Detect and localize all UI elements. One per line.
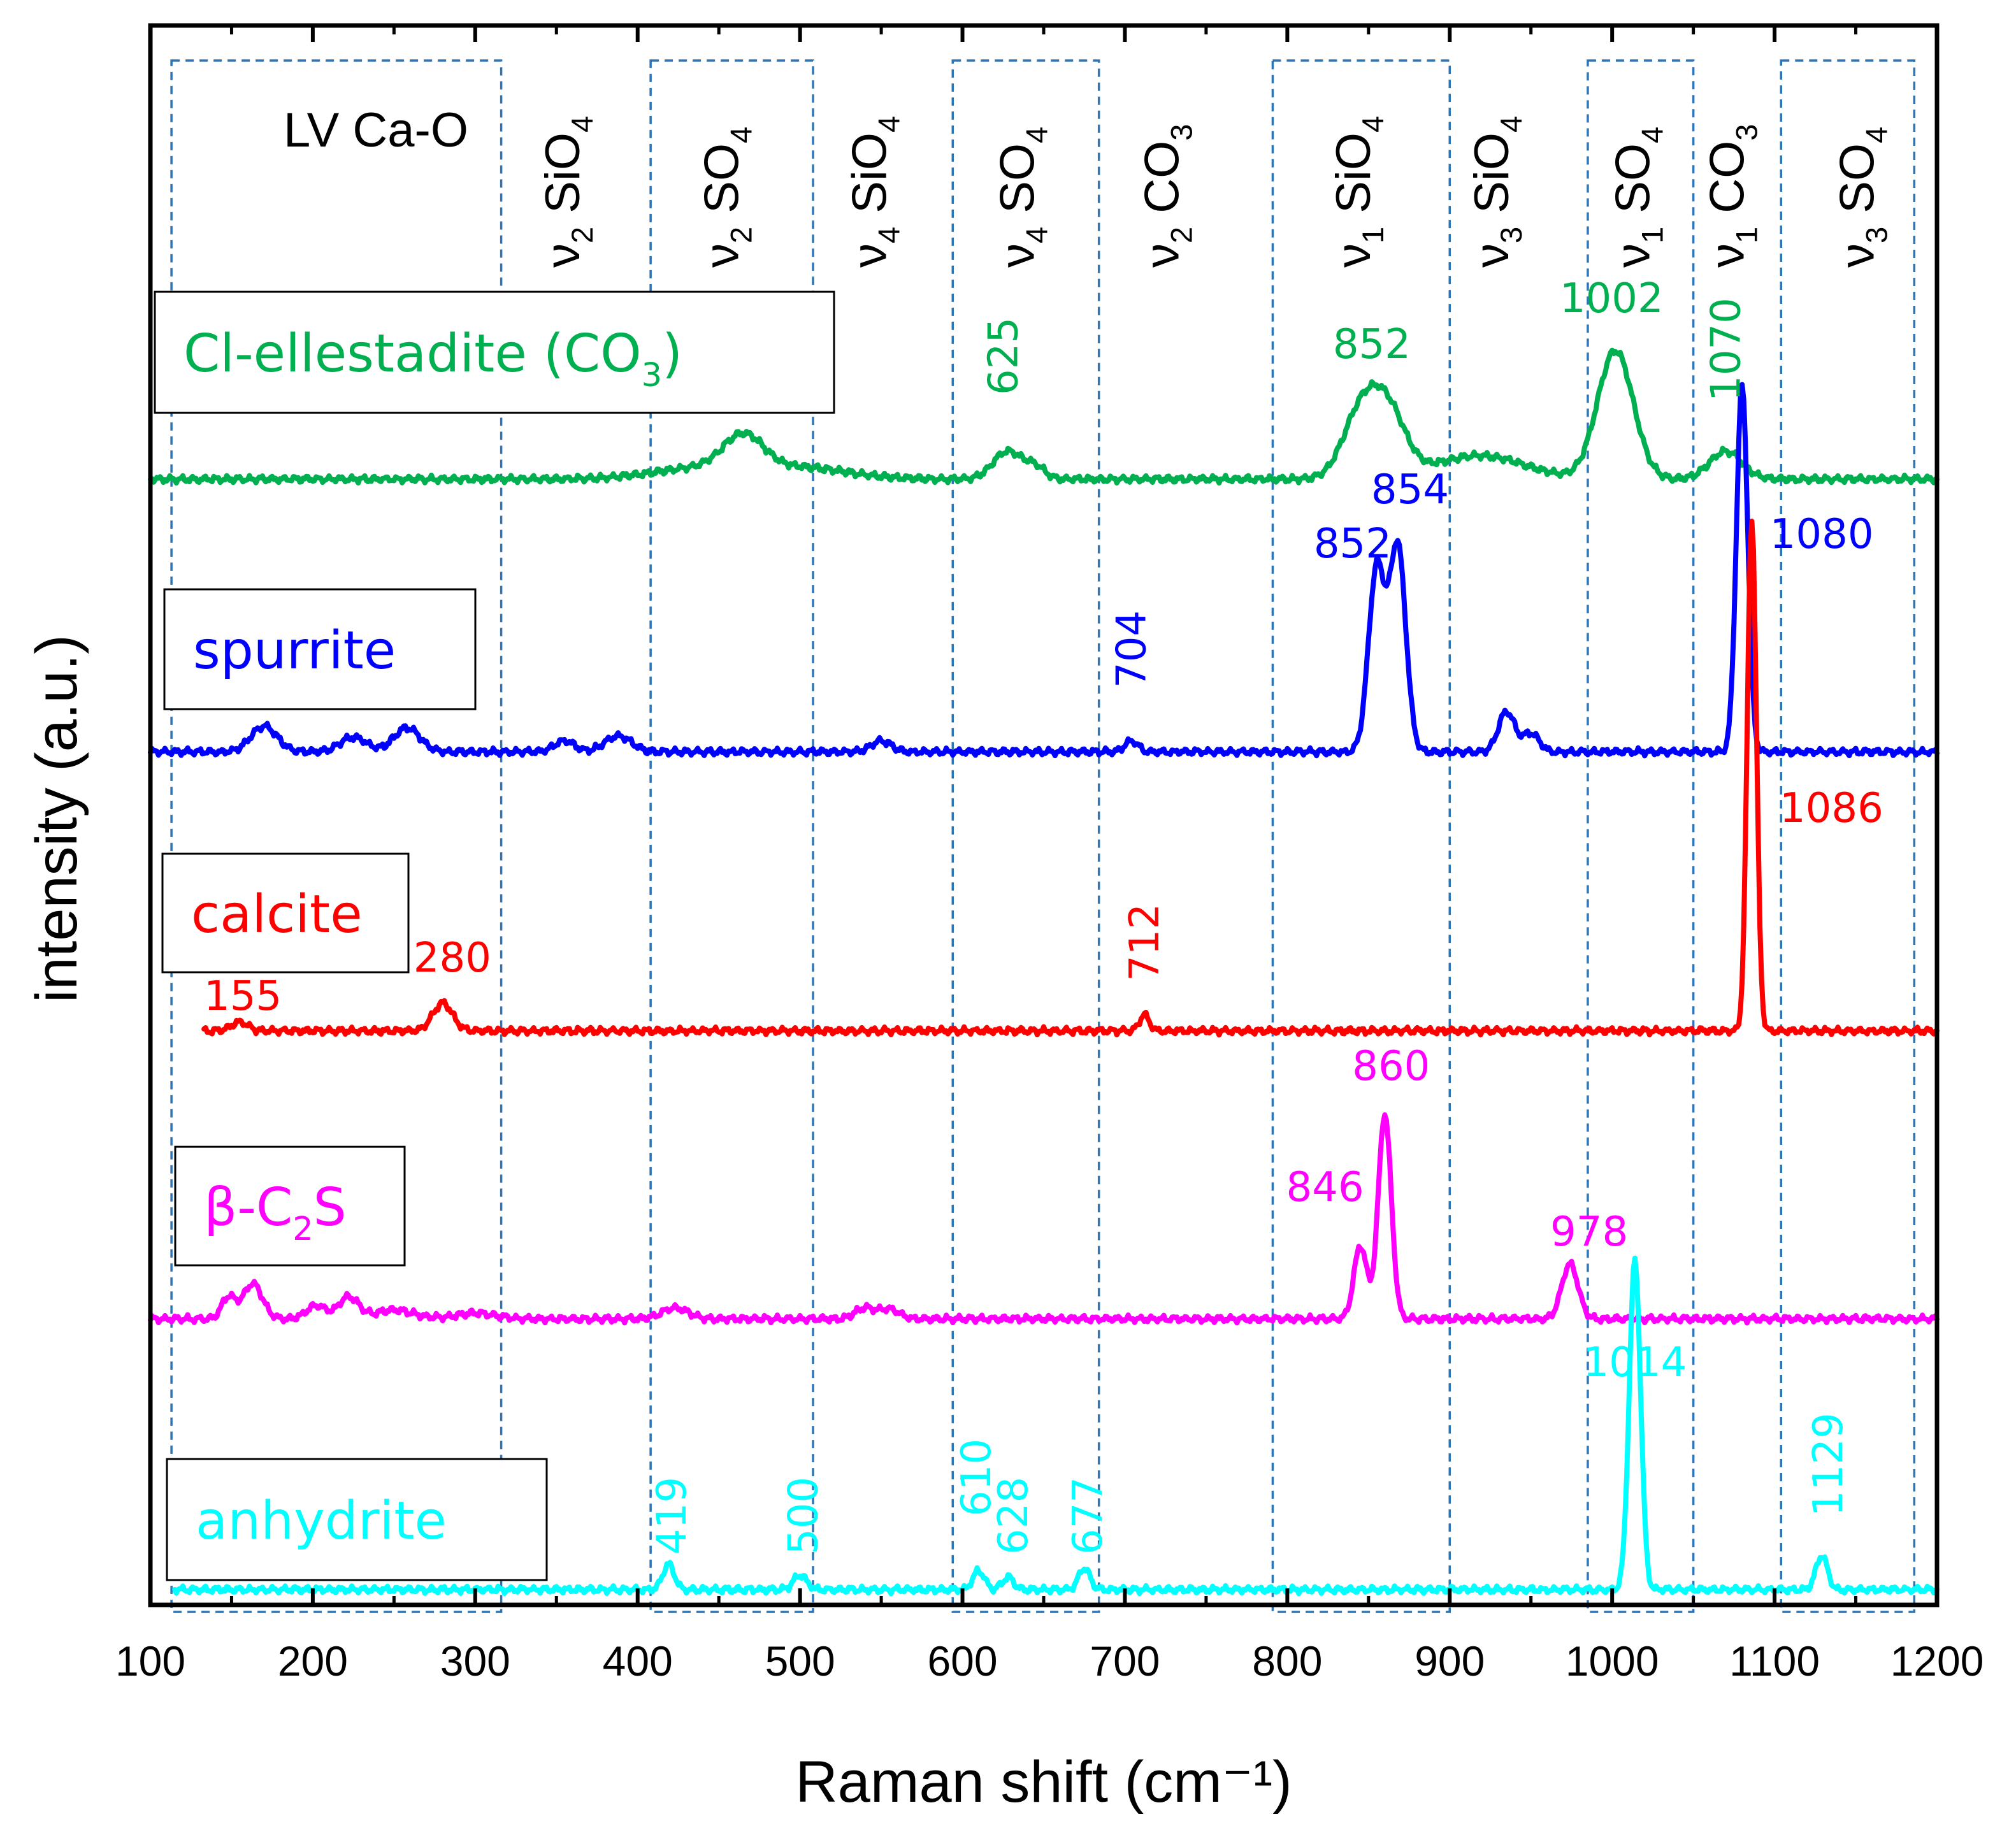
band-label-7: ν1 SO4 [1606, 127, 1669, 268]
series-line-4 [172, 1255, 1940, 1597]
peak-label-2-1086: 1086 [1780, 785, 1883, 832]
peak-label-4-1129: 1129 [1805, 1412, 1852, 1516]
band-label-1: ν2 SO4 [695, 127, 758, 268]
x-tick-label: 600 [927, 1637, 997, 1685]
peak-label-4-628: 628 [990, 1477, 1037, 1555]
peak-label-2-155: 155 [204, 973, 282, 1020]
band-region-5 [1780, 59, 1916, 1613]
legend-box-1 [163, 588, 477, 710]
band-label-6: ν3 SiO4 [1465, 116, 1528, 268]
peak-label-2-712: 712 [1121, 903, 1169, 981]
peak-label-1-852: 852 [1314, 521, 1392, 568]
band-label-0: ν2 SiO4 [536, 116, 599, 268]
legend-label-4: anhydrite [196, 1491, 447, 1551]
x-tick-label: 700 [1090, 1637, 1160, 1685]
peak-label-4-500: 500 [781, 1477, 828, 1555]
x-tick-label: 1200 [1890, 1637, 1984, 1685]
peak-label-1-854: 854 [1371, 466, 1449, 514]
band-region-3 [1271, 59, 1451, 1613]
x-tick-label: 400 [603, 1637, 673, 1685]
band-label-8: ν1 CO3 [1700, 124, 1763, 268]
peak-label-0-1070: 1070 [1703, 298, 1750, 401]
peak-label-3-978: 978 [1550, 1209, 1628, 1256]
x-tick-label: 100 [115, 1637, 185, 1685]
peak-label-3-846: 846 [1286, 1164, 1364, 1211]
legend-boxes: Cl-ellestadite (CO3) spurrite calcite β-C2S… [154, 291, 835, 1581]
peak-label-2-280: 280 [414, 935, 491, 982]
x-axis-label: Raman shift (cm⁻¹) [795, 1750, 1292, 1815]
legend-box-2 [161, 852, 410, 974]
peak-label-3-860: 860 [1352, 1043, 1430, 1090]
legend-box-3 [174, 1146, 406, 1267]
band-label-lv-ca-o: LV Ca-O [284, 103, 468, 157]
peak-label-0-852: 852 [1333, 321, 1411, 368]
x-tick-label: 1100 [1729, 1637, 1820, 1685]
legend-box-4 [166, 1458, 548, 1581]
peak-label-4-1014: 1014 [1583, 1339, 1687, 1386]
peak-label-1-704: 704 [1109, 610, 1156, 688]
spectra [148, 347, 1940, 1597]
band-label-3: ν4 SO4 [991, 127, 1054, 268]
x-tick-label: 1000 [1566, 1637, 1659, 1685]
x-tick-label: 300 [440, 1637, 510, 1685]
band-regions [170, 59, 1916, 1613]
peak-label-4-419: 419 [649, 1477, 696, 1555]
band-region-4 [1587, 59, 1695, 1613]
legend-label-3: β-C2S [204, 1177, 347, 1248]
legend-box-0 [154, 291, 835, 414]
peak-labels: 625 852 1002 1070 704 852 854 1080 155 280 712 1086… [204, 275, 1883, 1555]
band-label-9: ν3 SO4 [1830, 127, 1893, 268]
band-label-5: ν1 SiO4 [1327, 116, 1390, 268]
band-region-2 [951, 59, 1100, 1613]
legend-label-1: spurrite [193, 621, 396, 681]
legend-label-2: calcite [191, 884, 363, 945]
x-tick-label: 800 [1252, 1637, 1322, 1685]
band-label-4: ν2 CO3 [1135, 124, 1198, 268]
peak-label-1-1080: 1080 [1770, 511, 1874, 558]
peak-label-4-677: 677 [1065, 1477, 1112, 1555]
peak-label-0-1002: 1002 [1560, 275, 1664, 322]
y-axis-label: intensity (a.u.) [24, 635, 89, 1003]
peak-label-4-610: 610 [953, 1439, 1000, 1516]
band-region-0 [170, 59, 503, 1613]
x-tick-label: 900 [1415, 1637, 1485, 1685]
legend-label-0: Cl-ellestadite (CO3) [184, 324, 682, 394]
band-labels: LV Ca-O ν2 SiO4 ν2 SO4 ν4 SiO4 ν4 SO4 ν2 CO3 ν… [284, 103, 1893, 268]
series-line-3 [148, 1112, 1940, 1326]
peak-label-0-625: 625 [980, 317, 1027, 395]
series-line-2 [201, 519, 1940, 1038]
x-tick-label: 200 [278, 1637, 348, 1685]
band-region-1 [649, 59, 814, 1613]
series-line-1 [148, 382, 1940, 759]
series-line-0 [148, 347, 1940, 486]
band-label-2: ν4 SiO4 [843, 116, 906, 268]
x-axis: 100 200 300 400 500 600 700 800 900 1000 1100 1200 [115, 25, 1984, 1685]
x-tick-label: 500 [765, 1637, 835, 1685]
